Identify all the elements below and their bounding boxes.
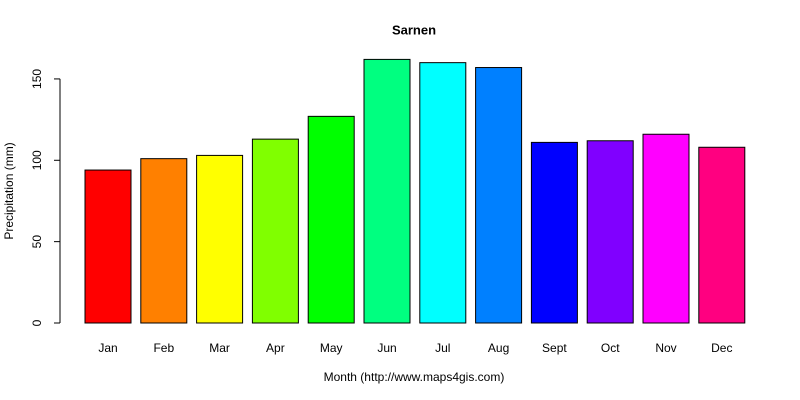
bar [642,133,690,324]
x-tick-label: Sept [542,341,567,355]
y-axis-label: Precipitation (mm) [2,142,16,239]
bar [251,138,299,324]
bar [196,154,244,324]
x-axis-label: Month (http://www.maps4gis.com) [324,370,505,384]
y-tick-label: 150 [30,69,44,89]
x-tick-label: Jan [98,341,117,355]
y-tick-label: 0 [30,319,44,326]
bar [586,140,634,324]
bar [307,115,355,324]
y-tick-label: 50 [30,235,44,249]
bar [530,141,578,324]
x-tick-label: Jul [435,341,450,355]
bar [698,146,746,324]
bar [363,58,411,324]
x-tick-label: Dec [711,341,732,355]
bar [84,169,132,324]
x-tick-label: Mar [209,341,230,355]
chart-title: Sarnen [392,22,436,37]
bar [475,67,523,324]
bar [140,158,188,324]
x-tick-label: Apr [266,341,285,355]
y-tick-label: 100 [30,150,44,170]
x-tick-label: May [320,341,343,355]
x-tick-label: Oct [601,341,620,355]
x-tick-label: Aug [488,341,509,355]
x-tick-label: Feb [153,341,174,355]
bar [419,62,467,324]
x-tick-label: Jun [377,341,396,355]
x-tick-label: Nov [655,341,676,355]
